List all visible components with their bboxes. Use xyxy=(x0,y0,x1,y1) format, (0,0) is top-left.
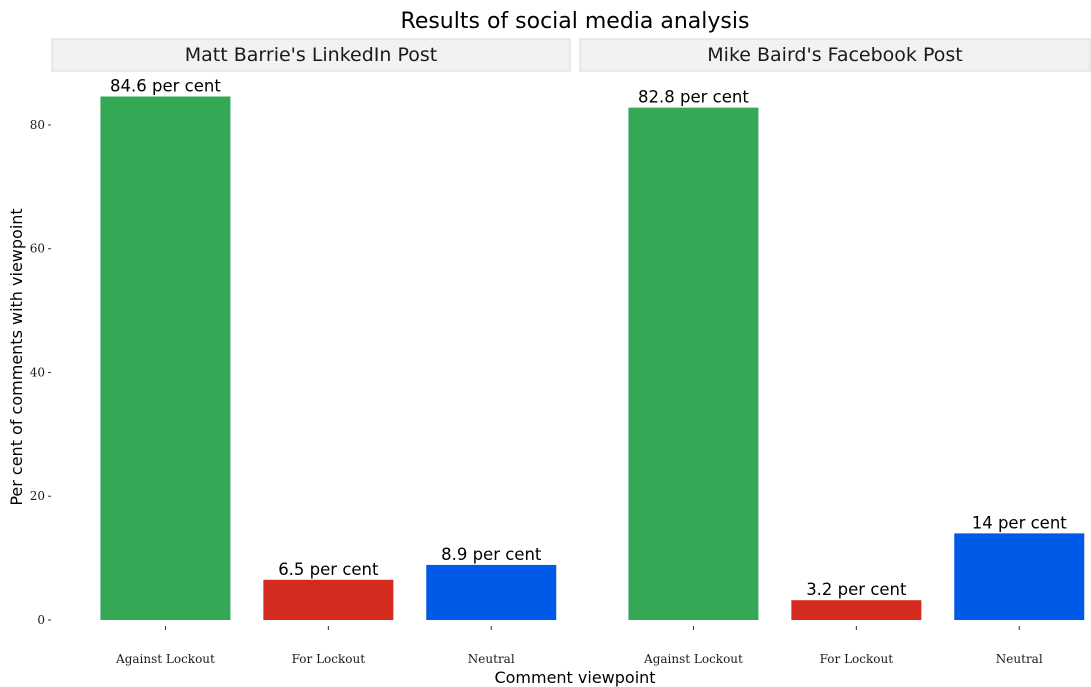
bar-data-label: 3.2 per cent xyxy=(806,580,907,599)
y-axis-title: Per cent of comments with viewpoint xyxy=(7,208,26,505)
x-tick-label: For Lockout xyxy=(292,652,366,666)
bar xyxy=(426,564,557,620)
x-tick-label: For Lockout xyxy=(820,652,894,666)
facet-panel: Mike Baird's Facebook Post 82.8 per cent A… xyxy=(579,38,1091,666)
bar xyxy=(263,579,394,620)
bar xyxy=(791,600,922,620)
bar-data-label: 8.9 per cent xyxy=(441,545,542,564)
x-tick-label: Against Lockout xyxy=(643,652,743,666)
chart-panels: Matt Barrie's LinkedIn Post 84.6 per cent… xyxy=(51,38,1091,666)
bar-data-label: 14 per cent xyxy=(972,513,1068,532)
x-axis-title: Comment viewpoint xyxy=(494,668,655,687)
y-tick-label: 80 xyxy=(30,118,45,132)
facet-strip xyxy=(51,38,571,72)
bar-data-label: 82.8 per cent xyxy=(638,88,749,107)
y-tick-label: 20 xyxy=(30,489,45,503)
y-tick-label: 0 xyxy=(37,613,45,627)
facet-strip xyxy=(579,38,1091,72)
bar xyxy=(100,96,231,620)
facet-panel: Matt Barrie's LinkedIn Post 84.6 per cent… xyxy=(51,38,571,666)
x-tick-label: Against Lockout xyxy=(115,652,215,666)
y-tick-label: 40 xyxy=(30,365,45,379)
bar xyxy=(954,533,1085,620)
y-axis: 0 20 40 60 80 xyxy=(30,118,51,627)
bar xyxy=(628,107,759,620)
chart-title: Results of social media analysis xyxy=(401,9,750,34)
bar-data-label: 6.5 per cent xyxy=(278,560,379,579)
facet-strip-label: Matt Barrie's LinkedIn Post xyxy=(185,44,438,66)
facet-strip-label: Mike Baird's Facebook Post xyxy=(707,44,962,66)
bar-data-label: 84.6 per cent xyxy=(110,77,221,96)
y-tick-label: 60 xyxy=(30,242,45,256)
x-tick-label: Neutral xyxy=(996,652,1043,666)
x-tick-label: Neutral xyxy=(468,652,515,666)
